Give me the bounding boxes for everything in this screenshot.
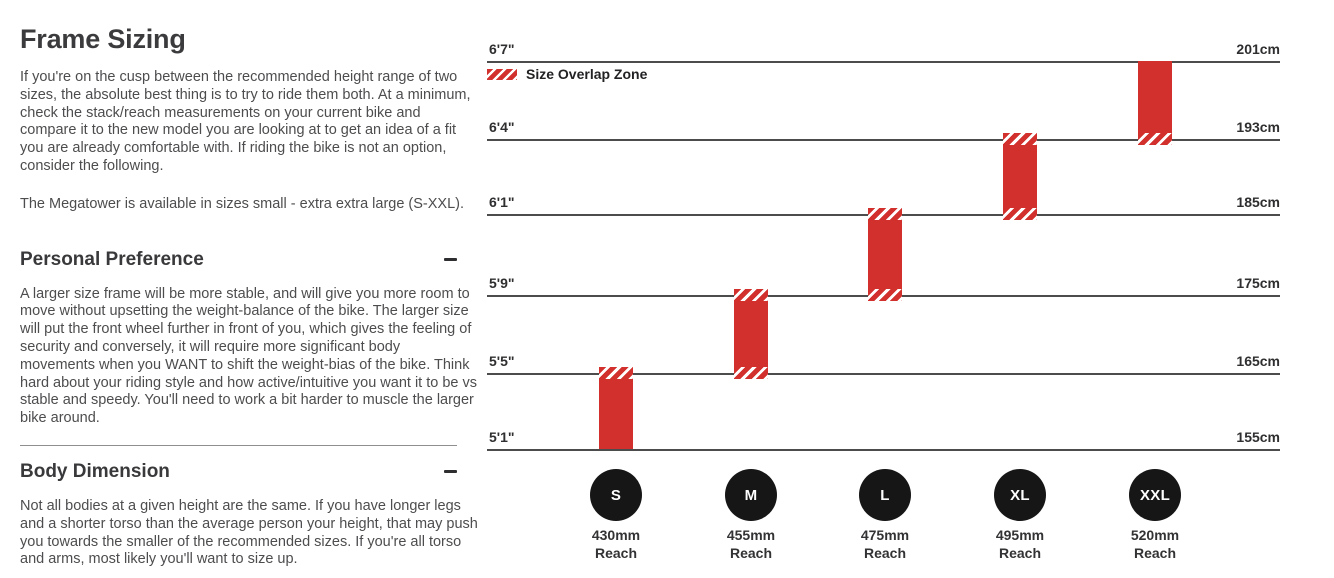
size-badge-l: L [859,469,911,521]
height-label-ft: 6'1" [489,194,515,210]
page-title: Frame Sizing [20,24,186,54]
height-label-cm: 201cm [1236,41,1280,57]
overlap-zone-top [1003,133,1037,145]
overlap-zone-bottom [1003,208,1037,220]
height-label-ft: 6'7" [489,41,515,57]
reach-label-m: 455mm Reach [696,527,806,562]
overlap-zone-top [734,289,768,301]
size-range-bar-xxl [1138,61,1172,145]
reach-value: 430mm [591,527,641,543]
section-heading: Personal Preference [20,248,204,270]
overlap-zone-bottom [734,367,768,379]
reach-value: 495mm [995,527,1045,543]
reach-unit-label: Reach [594,544,638,561]
reach-unit-label: Reach [998,544,1042,561]
height-label-cm: 193cm [1236,119,1280,135]
size-range-bar-l [868,208,902,301]
size-badge-m: M [725,469,777,521]
height-gridline [487,61,1280,63]
reach-value: 520mm [1130,527,1180,543]
reach-label-s: 430mm Reach [561,527,671,562]
height-gridline [487,373,1280,375]
size-badge-xl: XL [994,469,1046,521]
accordion-header-personal-preference[interactable]: Personal Preference [20,249,457,271]
height-label-ft: 5'5" [489,353,515,369]
minus-icon[interactable] [444,470,457,474]
intro-paragraph: If you're on the cusp between the recomm… [20,69,471,174]
reach-label-l: 475mm Reach [830,527,940,562]
reach-label-xxl: 520mm Reach [1100,527,1210,562]
reach-label-xl: 495mm Reach [965,527,1075,562]
size-range-bar-xl [1003,133,1037,220]
accordion-header-body-dimension[interactable]: Body Dimension [20,461,457,483]
height-gridline [487,139,1280,141]
left-text-column: Frame Sizing If you're on the cusp betwe… [20,0,478,569]
height-label-cm: 165cm [1236,353,1280,369]
height-label-cm: 155cm [1236,429,1280,445]
overlap-zone-hatch-icon [487,68,517,80]
overlap-zone-bottom [1138,133,1172,145]
size-badge-xxl: XXL [1129,469,1181,521]
legend-label: Size Overlap Zone [526,66,648,82]
section-heading: Body Dimension [20,460,170,482]
chart-legend: Size Overlap Zone [487,66,647,82]
overlap-zone-top [599,367,633,379]
size-chart: Size Overlap Zone 6'7" 201cm 6'4" 193cm 6'1"… [487,0,1280,578]
minus-icon[interactable] [444,258,457,262]
size-range-bar-m [734,289,768,379]
height-label-cm: 175cm [1236,275,1280,291]
overlap-zone-bottom [868,289,902,301]
personal-preference-text: A larger size frame will be more stable,… [20,285,478,427]
reach-unit-label: Reach [863,544,907,561]
overlap-zone-top [868,208,902,220]
height-label-ft: 5'1" [489,429,515,445]
height-gridline [487,449,1280,451]
size-badge-s: S [590,469,642,521]
section-divider [20,444,457,446]
height-label-ft: 5'9" [489,275,515,291]
body-dimension-text: Not all bodies at a given height are the… [20,497,478,568]
height-label-ft: 6'4" [489,119,515,135]
reach-unit-label: Reach [729,544,773,561]
reach-value: 455mm [726,527,776,543]
reach-unit-label: Reach [1133,544,1177,561]
sizes-available-note: The Megatower is available in sizes smal… [20,195,465,212]
height-label-cm: 185cm [1236,194,1280,210]
reach-value: 475mm [860,527,910,543]
size-range-bar-s [599,367,633,449]
